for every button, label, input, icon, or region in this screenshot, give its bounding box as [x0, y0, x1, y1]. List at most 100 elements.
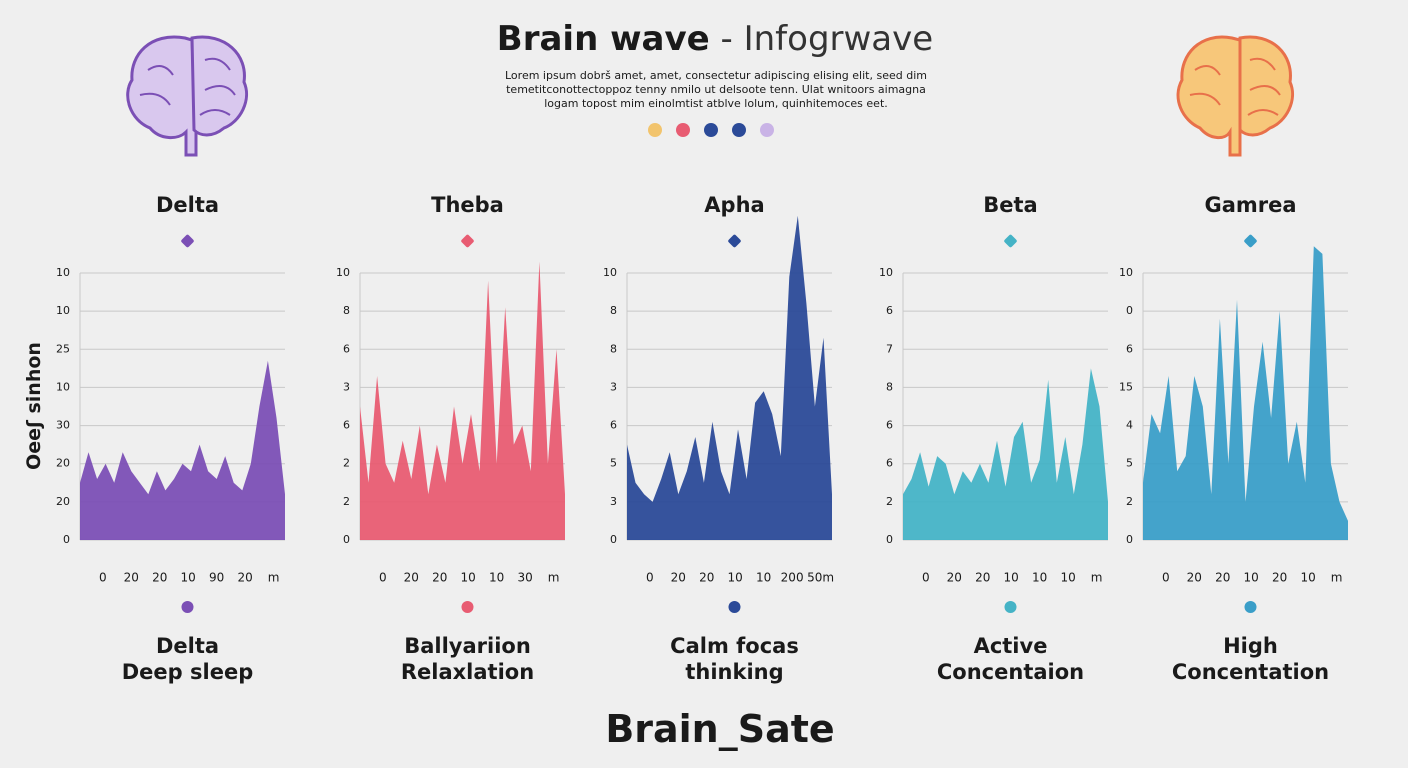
caption: Concentaion	[937, 660, 1084, 684]
y-tick-label: 8	[610, 304, 617, 317]
dot	[676, 123, 690, 137]
x-tick-label: 20	[237, 571, 252, 585]
y-tick-label: 6	[1126, 342, 1133, 355]
x-tick-label: 10	[756, 571, 771, 585]
y-tick-label: 10	[879, 266, 893, 279]
panel-title: Delta	[156, 193, 219, 217]
y-tick-label: 0	[886, 533, 893, 546]
brain-icon-right	[1176, 35, 1294, 157]
wave-area	[627, 215, 832, 541]
wave-panel: Theba 0 2 2 6 3 6 8 10 0 20 20 10 10 30 m BallyariionRel…	[336, 193, 565, 684]
x-tick-label: 200	[781, 571, 804, 585]
wave-area	[1143, 246, 1348, 541]
x-tick-label: 20	[947, 571, 962, 585]
x-tick-label: 0	[646, 571, 654, 585]
x-tick-label: 20	[671, 571, 686, 585]
y-tick-label: 6	[886, 457, 893, 470]
y-tick-label: 6	[886, 304, 893, 317]
x-tick-label: m	[1331, 571, 1343, 585]
footer-title: Brain_Sate	[605, 707, 834, 751]
x-tick-label: 10	[1300, 571, 1315, 585]
marker	[181, 601, 194, 613]
x-tick-label: 0	[1162, 571, 1170, 585]
wave-area	[360, 261, 565, 540]
x-tick-label: 10	[489, 571, 504, 585]
color-dots	[648, 123, 774, 137]
header-title: Brain wave - Infogrwave	[497, 19, 933, 59]
panel-title: Theba	[431, 193, 504, 217]
marker	[728, 601, 741, 613]
y-tick-label: 25	[56, 342, 70, 355]
x-tick-label: 20	[152, 571, 167, 585]
y-tick-label: 7	[886, 342, 893, 355]
caption: Deep sleep	[122, 660, 253, 684]
x-tick-label: m	[268, 571, 280, 585]
x-tick-label: 90	[209, 571, 224, 585]
x-tick-label: m	[548, 571, 560, 585]
y-tick-label: 30	[56, 419, 70, 432]
marker	[461, 234, 474, 248]
caption: thinking	[685, 660, 783, 684]
x-tick-label: 10	[1060, 571, 1075, 585]
y-tick-label: 6	[610, 419, 617, 432]
y-tick-label: 10	[56, 304, 70, 317]
x-tick-label: 20	[124, 571, 139, 585]
y-tick-label: 8	[343, 304, 350, 317]
dot	[648, 123, 662, 137]
x-tick-label: 20	[699, 571, 714, 585]
intro-line: temetitconottectoppoz tenny nmilo ut del…	[506, 83, 926, 96]
intro-line: Lorem ipsum dobrš amet, amet, consectetu…	[505, 69, 927, 82]
y-tick-label: 5	[1126, 457, 1133, 470]
y-tick-label: 2	[886, 495, 893, 508]
title-suffix: - Infogrwave	[721, 19, 934, 59]
y-tick-label: 0	[1126, 533, 1133, 546]
marker	[1244, 234, 1257, 248]
caption: Calm focas	[670, 634, 799, 658]
caption: High	[1223, 634, 1278, 658]
y-tick-label: 2	[1126, 495, 1133, 508]
y-tick-label: 3	[343, 380, 350, 393]
x-tick-label: 20	[1187, 571, 1202, 585]
x-tick-label: 20	[975, 571, 990, 585]
y-tick-label: 10	[603, 266, 617, 279]
caption: Concentation	[1172, 660, 1329, 684]
caption: Ballyariion	[404, 634, 531, 658]
y-tick-label: 10	[336, 266, 350, 279]
x-tick-label: 0	[922, 571, 930, 585]
dot	[760, 123, 774, 137]
y-tick-label: 10	[1119, 266, 1133, 279]
marker	[1004, 234, 1017, 248]
marker	[1244, 601, 1257, 613]
panel-title: Gamrea	[1204, 193, 1296, 217]
marker	[728, 234, 741, 248]
y-tick-label: 0	[343, 533, 350, 546]
y-axis-label: Oeeʃ sinhon	[23, 342, 45, 470]
y-tick-label: 6	[886, 419, 893, 432]
panel-title: Beta	[983, 193, 1037, 217]
y-tick-label: 15	[1119, 380, 1133, 393]
x-tick-label: 0	[379, 571, 387, 585]
x-tick-label: 10	[1244, 571, 1259, 585]
y-tick-label: 8	[610, 342, 617, 355]
x-tick-label: 10	[1004, 571, 1019, 585]
x-tick-label: 10	[728, 571, 743, 585]
y-tick-label: 0	[610, 533, 617, 546]
x-tick-label: 20	[432, 571, 447, 585]
panel-title: Apha	[704, 193, 764, 217]
marker	[1004, 601, 1017, 613]
y-tick-label: 0	[1126, 304, 1133, 317]
marker	[461, 601, 474, 613]
y-tick-label: 3	[610, 380, 617, 393]
y-tick-label: 2	[343, 457, 350, 470]
caption: Delta	[156, 634, 219, 658]
intro-line: logam topost mim einolmtist atblve lolum…	[544, 97, 888, 110]
x-tick-label: 10	[461, 571, 476, 585]
y-tick-label: 8	[886, 380, 893, 393]
title-main: Brain wave	[497, 19, 710, 59]
wave-area	[80, 360, 285, 540]
y-tick-label: 0	[63, 533, 70, 546]
